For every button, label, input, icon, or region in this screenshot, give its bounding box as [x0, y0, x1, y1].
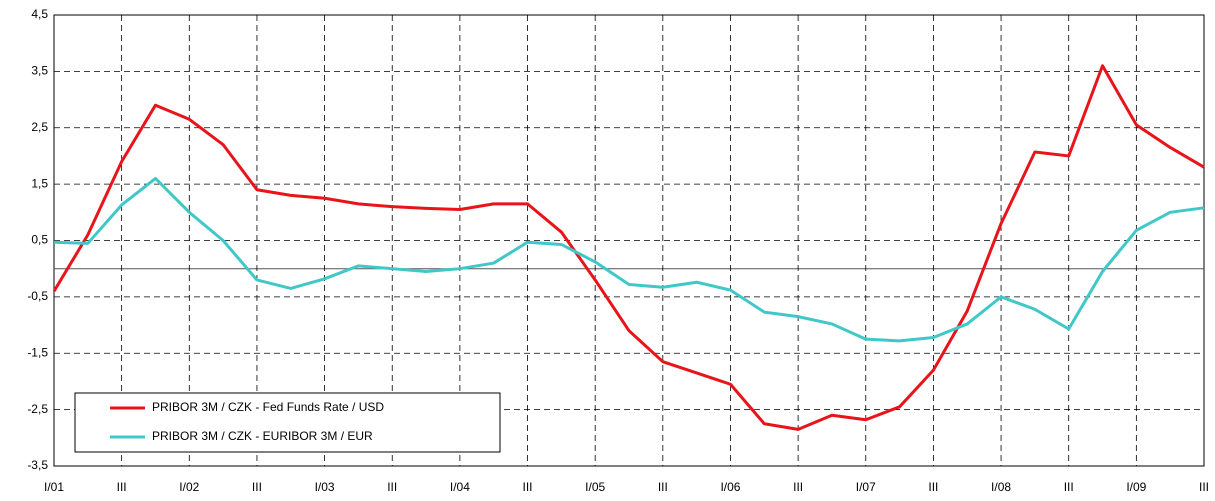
legend-label: PRIBOR 3M / CZK - EURIBOR 3M / EUR: [152, 429, 373, 443]
series-line: [53, 176, 1205, 343]
y-tick-label: 4,5: [31, 7, 48, 21]
y-tick-label: 2,5: [31, 120, 48, 134]
y-tick-label: 0,5: [31, 233, 48, 247]
x-tick-label: I/03: [315, 480, 335, 494]
x-tick-label: III: [658, 480, 668, 494]
x-tick-label: III: [1064, 480, 1074, 494]
x-tick-label: I/04: [450, 480, 470, 494]
x-tick-label: III: [1199, 480, 1209, 494]
y-tick-label: 1,5: [31, 176, 48, 190]
x-tick-label: III: [523, 480, 533, 494]
x-tick-label: III: [928, 480, 938, 494]
y-tick-label: -3,5: [27, 458, 48, 472]
x-tick-label: I/09: [1126, 480, 1146, 494]
y-tick-label: -2,5: [27, 402, 48, 416]
legend-label: PRIBOR 3M / CZK - Fed Funds Rate / USD: [152, 400, 384, 414]
x-tick-label: III: [252, 480, 262, 494]
x-tick-label: III: [117, 480, 127, 494]
y-tick-label: -1,5: [27, 345, 48, 359]
y-tick-label: 3,5: [31, 64, 48, 78]
x-tick-label: I/05: [585, 480, 605, 494]
x-tick-label: I/02: [179, 480, 199, 494]
series-line: [52, 64, 1205, 431]
y-tick-label: -0,5: [27, 289, 48, 303]
x-tick-label: I/07: [856, 480, 876, 494]
x-tick-label: I/06: [720, 480, 740, 494]
x-tick-label: III: [793, 480, 803, 494]
legend-box: [74, 392, 501, 453]
x-tick-label: III: [387, 480, 397, 494]
x-tick-label: I/01: [44, 480, 64, 494]
x-tick-label: I/08: [991, 480, 1011, 494]
